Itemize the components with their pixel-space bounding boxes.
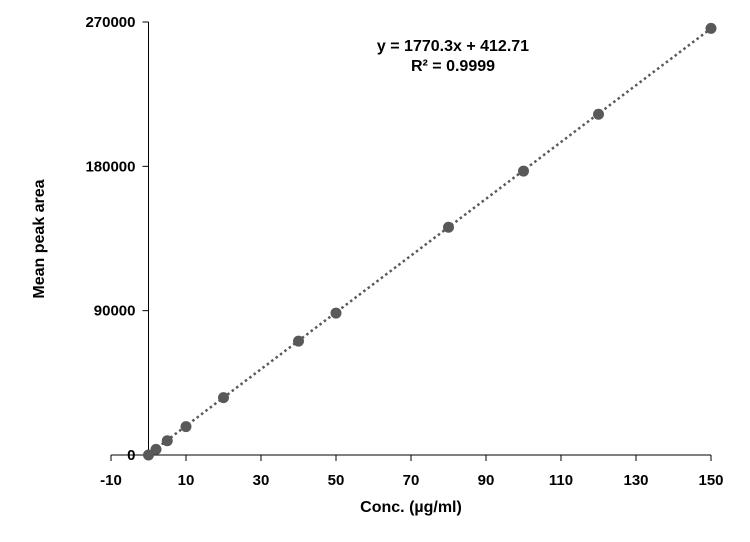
data-point <box>143 449 154 461</box>
x-tick-labels: -10 10 30 50 70 90 110 130 150 <box>100 472 723 489</box>
axes <box>111 22 711 456</box>
equation-label: y = 1770.3x + 412.71 <box>377 38 529 55</box>
data-point <box>443 221 454 233</box>
x-tick-label: 50 <box>328 472 345 489</box>
r-squared-label: R² = 0.9999 <box>411 58 495 75</box>
x-tick-label: 150 <box>698 472 723 489</box>
data-point <box>518 165 529 177</box>
x-axis-title: Conc. (µg/ml) <box>360 499 462 516</box>
data-points <box>143 22 717 461</box>
data-point <box>218 392 229 404</box>
data-point <box>180 421 192 433</box>
y-tick-label: 0 <box>127 447 135 464</box>
data-point <box>150 443 162 455</box>
x-tick-label: 70 <box>403 472 420 489</box>
y-axis-title: Mean peak area <box>31 179 48 298</box>
x-tick-label: 30 <box>253 472 270 489</box>
x-tick-label: 130 <box>623 472 648 489</box>
data-point <box>161 435 173 447</box>
tick-marks <box>110 21 712 461</box>
data-point <box>705 22 717 34</box>
trendline <box>147 27 712 456</box>
y-tick-label: 90000 <box>94 303 136 320</box>
data-point <box>593 108 604 120</box>
data-point <box>293 335 304 347</box>
x-tick-label: 90 <box>478 472 495 489</box>
y-tick-label: 180000 <box>85 158 135 175</box>
x-tick-label: 10 <box>178 472 195 489</box>
data-point <box>330 307 342 319</box>
y-tick-label: 270000 <box>85 14 135 31</box>
y-tick-labels: 0 90000 180000 270000 <box>85 14 135 464</box>
x-tick-label: -10 <box>100 472 122 489</box>
x-tick-label: 110 <box>549 472 573 489</box>
